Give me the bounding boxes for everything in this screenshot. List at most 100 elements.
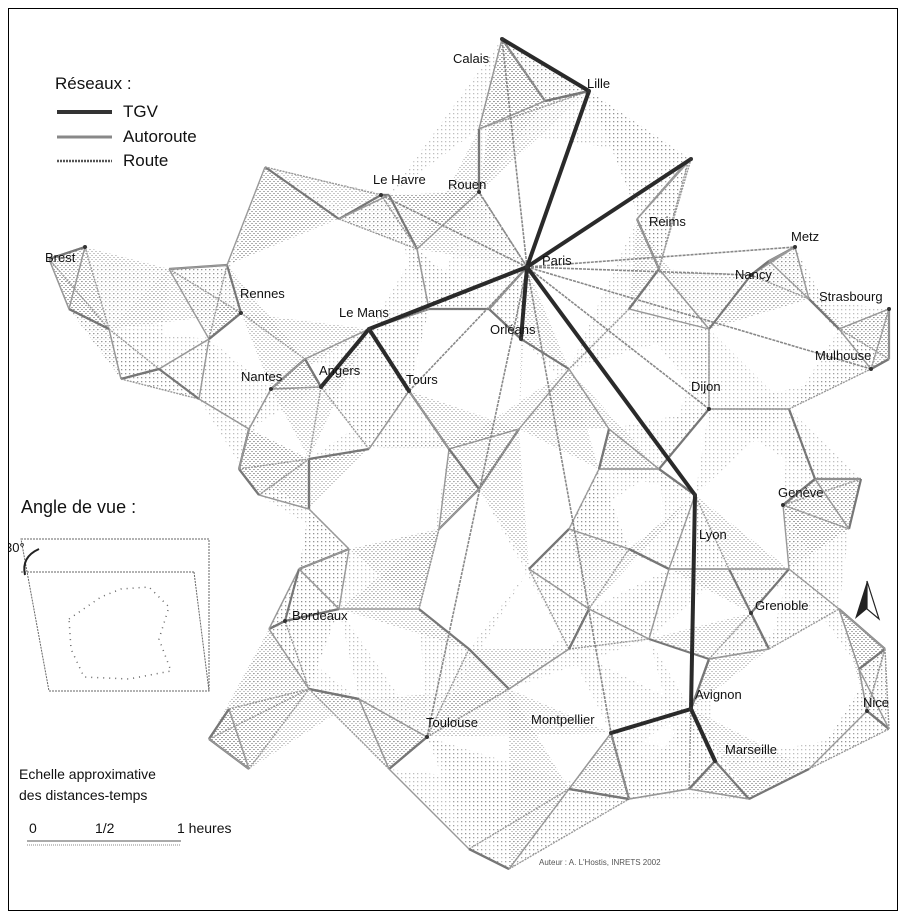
city-node [525,265,529,269]
city-label: Genève [778,485,824,500]
surface-facet [569,369,659,469]
network-edge [808,710,868,770]
view-angle-label: 30° [9,540,25,555]
city-label: Rouen [448,177,486,192]
network-edge [308,447,370,461]
tgv-network [83,37,891,763]
surface-facet [227,167,381,265]
time-space-surface [49,39,889,869]
network-edge [847,478,863,530]
surface-facet [49,247,85,309]
surface-facet [369,249,429,329]
surface-facet [839,309,889,359]
network-edge [501,38,546,102]
network-edge [658,158,690,270]
network-edge [858,648,886,670]
network-edge [526,266,710,410]
tgv-edge [689,494,697,710]
network-edge [208,708,230,740]
network-edge [870,308,890,370]
network-edge [568,368,610,430]
network-edge [838,308,890,330]
network-edge [658,158,692,270]
tgv-edge [525,90,591,268]
network-edge [838,608,886,650]
network-edge [238,428,250,470]
city-node [707,407,711,411]
network-edge [787,408,817,480]
city-label: Marseille [725,742,777,757]
network-edge [544,89,590,103]
network-edge [438,488,480,530]
city-label: Le Mans [339,305,389,320]
surface-facet [109,329,209,369]
surface-facet [169,265,227,339]
network-edge [768,246,796,262]
network-edge [448,428,520,450]
surface-facet [691,649,769,709]
network-edge [858,668,890,730]
surface-facet [783,505,839,609]
surface-facet [479,489,569,649]
network-edge [168,268,242,314]
network-edge [628,788,690,800]
surface-facet [709,329,789,409]
network-edge [648,568,670,640]
city-node [689,707,693,711]
surface-facet [239,429,309,469]
city-node [477,190,481,194]
network-edge [750,612,770,650]
scale-title-line2: des distances-temps [19,787,147,803]
surface-facet [439,429,519,529]
network-edge [338,194,390,220]
city-node [319,385,323,389]
network-edge [708,648,770,660]
network-edge [518,368,570,430]
surface-facet [569,469,629,549]
network-edge [838,328,872,370]
city-label: Nice [863,695,889,710]
network-edge [708,612,752,660]
network-edge [248,388,272,430]
network-edge [168,268,210,340]
network-edge [768,608,840,650]
city-label: Orléans [490,322,536,337]
network-edge [750,274,810,300]
surface-facet [751,261,809,299]
view-angle-inset: Angle de vue : 30° [9,497,210,692]
network-edge [198,338,210,400]
surface-facet [649,495,695,639]
network-edge [168,264,228,270]
view-angle-line [193,571,210,692]
network-edge [568,468,600,530]
city-label: Nantes [241,369,283,384]
city-label: Grenoble [755,598,808,613]
surface-facet [599,429,659,469]
surface-facet [209,167,265,339]
network-edge [248,688,310,770]
network-edge [568,528,630,550]
tgv-edge [689,708,717,762]
network-edge [298,568,340,610]
network-edge [748,768,810,800]
surface-facet [589,91,689,269]
network-edge [768,260,810,300]
transport-network [48,38,891,870]
surface-facet [569,733,629,799]
network-edge [708,274,752,330]
surface-facet [241,313,369,359]
network-edge [658,468,696,496]
city-label: Toulouse [426,715,478,730]
city-node [713,759,717,763]
france-outline-inset [68,586,173,680]
network-edge [308,386,322,460]
network-edge [866,648,886,712]
network-edge [268,568,300,630]
network-edge [338,218,418,250]
surface-facet [789,329,871,409]
network-edge [468,788,570,850]
city-label: Nancy [735,267,772,282]
network-edge [320,386,370,450]
network-edge [108,328,160,370]
network-edge [688,760,716,790]
